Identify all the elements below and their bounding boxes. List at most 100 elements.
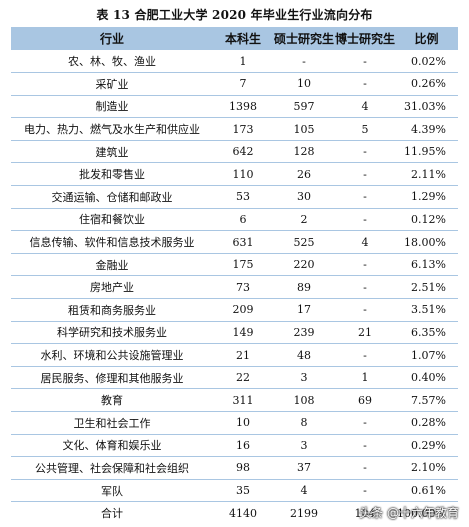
cell-ratio: 18.00% [404,235,446,249]
industry-distribution-table: 行业 本科生 硕士研究生 博士研究生 比例 农、林、牧、渔业 1 - - 0.02% 采矿… [11,27,458,524]
table-row: 交通运输、仓储和邮政业 53 30 - 1.29% [11,186,458,209]
cell-bachelor: 53 [236,190,250,204]
cell-industry: 金融业 [95,258,129,272]
cell-phd: - [363,280,367,294]
table-row: 居民服务、修理和其他服务业 22 3 1 0.40% [11,366,458,389]
cell-ratio: 3.51% [411,303,446,317]
cell-phd: 4 [361,235,369,249]
cell-industry: 文化、体育和娱乐业 [62,439,162,453]
cell-master: 597 [293,99,315,113]
cell-ratio: 0.40% [411,371,446,385]
table-row: 文化、体育和娱乐业 16 3 - 0.29% [11,434,458,457]
cell-bachelor: 311 [232,393,254,407]
cell-industry: 教育 [101,394,123,408]
table-header: 行业 本科生 硕士研究生 博士研究生 比例 [11,27,458,50]
table-row: 租赁和商务服务业 209 17 - 3.51% [11,299,458,322]
cell-ratio: 6.13% [411,258,446,272]
cell-industry: 租赁和商务服务业 [68,303,156,317]
cell-master: 525 [293,235,315,249]
cell-master: 239 [293,325,315,339]
table-row: 建筑业 642 128 - 11.95% [11,140,458,163]
cell-ratio: 1.29% [411,190,446,204]
cell-industry: 房地产业 [90,281,134,295]
cell-master: 220 [293,258,315,272]
cell-phd: - [363,438,367,452]
cell-phd: 21 [358,325,372,339]
cell-industry: 合计 [101,507,123,521]
cell-phd: - [363,484,367,498]
cell-industry: 居民服务、修理和其他服务业 [40,371,184,385]
table-row: 军队 35 4 - 0.61% [11,479,458,502]
cell-master: 37 [297,461,311,475]
cell-phd: - [363,461,367,475]
cell-ratio: 7.57% [411,393,446,407]
cell-phd: - [363,77,367,91]
cell-bachelor: 16 [236,438,250,452]
cell-bachelor: 73 [236,280,250,294]
cell-phd: - [363,190,367,204]
cell-bachelor: 1398 [229,99,257,113]
cell-bachelor: 7 [239,77,247,91]
cell-bachelor: 631 [232,235,254,249]
cell-bachelor: 21 [236,348,250,362]
header-bachelor: 本科生 [224,32,261,46]
cell-industry: 制造业 [95,100,129,114]
cell-industry: 交通运输、仓储和邮政业 [51,190,173,204]
cell-ratio: 31.03% [404,99,446,113]
table-caption: 表 13 合肥工业大学 2020 年毕业生行业流向分布 [96,8,373,22]
cell-bachelor: 209 [232,303,254,317]
table-row: 制造业 1398 597 4 31.03% [11,95,458,118]
cell-bachelor: 149 [232,325,254,339]
total-row: 合计 4140 2199 104 100.00% [11,502,458,525]
cell-master: 48 [297,348,311,362]
table-row: 住宿和餐饮业 6 2 - 0.12% [11,208,458,231]
table-row: 电力、热力、燃气及水生产和供应业 173 105 5 4.39% [11,118,458,141]
cell-industry: 住宿和餐饮业 [79,213,145,227]
cell-ratio: 0.28% [411,416,446,430]
cell-ratio: 4.39% [411,122,446,136]
cell-master: 108 [293,393,315,407]
table-row: 公共管理、社会保障和社会组织 98 37 - 2.10% [11,457,458,480]
cell-phd: - [363,167,367,181]
cell-master: - [302,54,306,68]
cell-ratio: 0.12% [411,212,446,226]
cell-bachelor: 6 [239,212,247,226]
cell-phd: 69 [358,393,372,407]
cell-phd: 1 [361,371,369,385]
header-industry: 行业 [99,32,124,46]
cell-industry: 卫生和社会工作 [73,416,151,430]
cell-bachelor: 98 [236,461,250,475]
cell-master: 3 [300,438,308,452]
cell-master: 4 [300,484,308,498]
header-phd: 博士研究生 [335,32,396,46]
cell-industry: 批发和零售业 [79,168,145,182]
cell-ratio: 1.07% [411,348,446,362]
cell-bachelor: 22 [236,371,250,385]
cell-master: 105 [293,122,315,136]
table-row: 采矿业 7 10 - 0.26% [11,73,458,96]
cell-master: 128 [293,145,315,159]
watermark: 头条 @十六年教育 [359,506,459,520]
cell-bachelor: 10 [236,416,250,430]
header-ratio: 比例 [414,32,439,46]
cell-ratio: 0.61% [411,484,446,498]
table-row: 金融业 175 220 - 6.13% [11,253,458,276]
cell-industry: 信息传输、软件和信息技术服务业 [29,236,195,250]
cell-master: 17 [297,303,311,317]
cell-phd: 104 [354,506,376,520]
cell-master: 10 [297,77,311,91]
cell-ratio: 0.26% [411,77,446,91]
cell-phd: - [363,416,367,430]
cell-bachelor: 175 [232,258,254,272]
cell-industry: 采矿业 [95,77,129,91]
header-master: 硕士研究生 [273,32,334,46]
cell-industry: 建筑业 [95,145,129,159]
cell-ratio: 0.02% [411,54,446,68]
cell-phd: - [363,258,367,272]
cell-bachelor: 110 [232,167,254,181]
cell-phd: 4 [361,99,369,113]
cell-phd: - [363,303,367,317]
cell-phd: - [363,145,367,159]
cell-master: 3 [300,371,308,385]
cell-bachelor: 35 [236,484,250,498]
